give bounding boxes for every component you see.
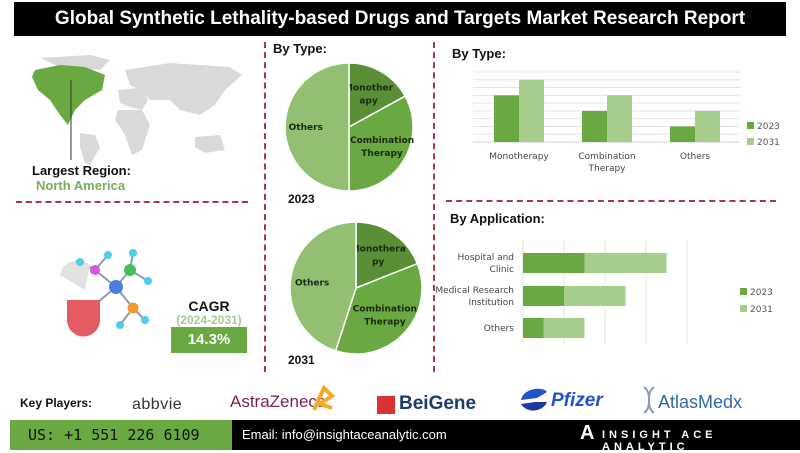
pie-slice-monotherapy — [355, 221, 419, 290]
logo-abbvie: abbvie — [132, 396, 183, 413]
pfizer-symbol-icon — [521, 388, 547, 411]
legend-swatch — [740, 305, 747, 312]
x-tick-label: Monotherapy — [489, 152, 549, 162]
footer-bar: Email: info@insightaceanalytic.com A INS… — [232, 420, 800, 453]
largest-region-value: North America — [36, 178, 126, 193]
logo-astrazeneca: AstraZeneca — [230, 392, 327, 411]
bar-2031 — [584, 253, 667, 273]
logo-beigene: BeiGene — [399, 393, 477, 414]
pie-title: By Type: — [273, 41, 327, 56]
pie-label: Others — [289, 123, 323, 133]
x-tick-label: Others — [680, 152, 711, 162]
type-bar-chart: Monotherapy Combination Therapy Others 2023 2… — [473, 71, 780, 174]
divider — [433, 42, 435, 372]
world-map — [32, 55, 242, 165]
bar-2023 — [523, 253, 585, 273]
cagr-period: (2024-2031) — [176, 313, 242, 327]
bar-2023 — [582, 110, 607, 142]
molecule-pill-icon — [60, 249, 152, 337]
legend-swatch — [740, 288, 747, 295]
bar-2031 — [519, 79, 544, 142]
beigene-symbol-icon — [377, 396, 395, 414]
logo-pfizer: Pfizer — [551, 390, 603, 411]
pie-label: Combination — [350, 136, 414, 146]
largest-region-label: Largest Region: — [32, 163, 131, 178]
pie-chart-2031: Monothera py Combination Therapy Others — [289, 221, 423, 355]
divider — [446, 200, 776, 202]
pie-year-label: 2031 — [288, 353, 315, 367]
pie-label: Combination — [353, 305, 417, 315]
pie-label: Others — [295, 278, 329, 288]
divider — [264, 42, 266, 372]
pie-slice-combination-therapy — [334, 262, 423, 355]
y-tick-label: Hospital and — [457, 253, 514, 263]
pie-label: Monother — [344, 83, 394, 93]
y-tick-label: Clinic — [490, 265, 514, 275]
legend-label: 2031 — [750, 305, 773, 315]
report-title: Global Synthetic Lethality-based Drugs a… — [14, 2, 786, 36]
pie-label: Therapy — [361, 149, 403, 159]
legend-label: 2023 — [757, 122, 780, 132]
dna-icon — [643, 386, 655, 414]
pie-slice-monotherapy — [348, 62, 407, 129]
pie-label: apy — [359, 96, 378, 106]
brand-name: INSIGHT ACE ANALYTIC — [602, 429, 717, 453]
divider — [16, 201, 248, 203]
bar-2031 — [564, 286, 626, 306]
astrazeneca-symbol-icon — [312, 384, 335, 411]
legend-label: 2031 — [757, 138, 780, 148]
logo-atlasmedx: AtlasMedx — [658, 392, 743, 412]
legend-label: 2023 — [750, 288, 773, 298]
pie-year-label: 2023 — [288, 192, 315, 206]
bar-2031 — [607, 95, 632, 142]
y-tick-label: Medical Research — [435, 286, 514, 296]
pie-label: Therapy — [364, 318, 406, 328]
bar-2023 — [494, 95, 519, 142]
pie-slice-combination-therapy — [348, 95, 414, 192]
y-tick-label: Institution — [468, 298, 514, 308]
brand-logo-icon: A — [580, 422, 595, 444]
email-link[interactable]: Email: info@insightaceanalytic.com — [242, 427, 447, 442]
x-tick-label: Combination — [578, 152, 635, 162]
application-bar-chart: Hospital and Clinic Medical Research Instit… — [435, 240, 773, 344]
bar-2031 — [543, 318, 585, 338]
hbar-chart-title: By Application: — [450, 211, 545, 226]
key-players-label: Key Players: — [20, 396, 93, 410]
pie-label: py — [372, 258, 384, 268]
bar-2031 — [695, 110, 720, 142]
bar-chart-title: By Type: — [452, 46, 506, 61]
pie-label: Monothera — [351, 245, 406, 255]
legend-swatch — [747, 122, 754, 129]
legend-swatch — [747, 138, 754, 145]
pie-chart-2023: Monother apy Combination Therapy Others — [284, 62, 414, 192]
phone-number[interactable]: US: +1 551 226 6109 — [10, 420, 232, 450]
pie-slice-others — [284, 62, 350, 192]
pie-slice-others — [289, 221, 357, 352]
x-tick-label: Therapy — [588, 164, 627, 174]
bar-2023 — [670, 126, 695, 142]
bar-2023 — [523, 318, 544, 338]
y-tick-label: Others — [484, 324, 515, 334]
cagr-value: 14.3% — [171, 327, 247, 353]
cagr-label: CAGR — [188, 298, 230, 314]
north-america-highlight — [32, 65, 105, 125]
bar-2023 — [523, 286, 564, 306]
